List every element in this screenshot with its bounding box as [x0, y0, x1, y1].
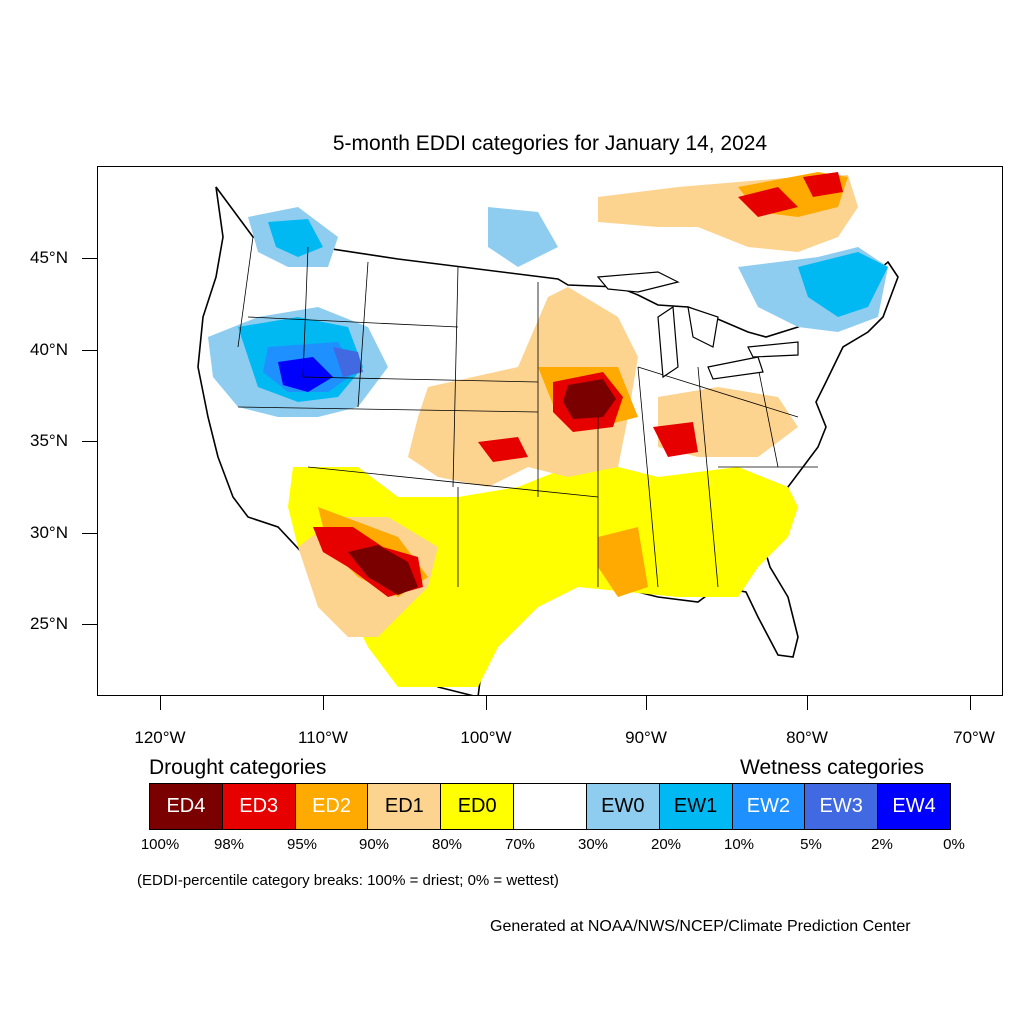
map-title: 5-month EDDI categories for January 14, …: [332, 132, 768, 155]
lon-label-110: 110°W: [298, 728, 348, 747]
drought-patches: [288, 172, 858, 687]
pct-break-80: 80%: [431, 836, 463, 853]
map-panel: [97, 166, 1003, 696]
pct-break-0: 0%: [943, 836, 965, 853]
lon-tick-80: [807, 696, 808, 710]
pct-break-98: 98%: [213, 836, 245, 853]
lat-tick-45: [82, 258, 97, 259]
pct-break-5: 5%: [800, 836, 822, 853]
legend-cell-ed0: ED0: [441, 784, 515, 829]
lon-label-120: 120°W: [134, 728, 186, 747]
pct-break-20: 20%: [650, 836, 682, 853]
category-footnote: (EDDI-percentile category breaks: 100% =…: [137, 872, 559, 889]
lon-label-100: 100°W: [460, 728, 512, 747]
lon-label-80: 80°W: [786, 728, 828, 747]
legend-cell-ew3: EW3: [805, 784, 879, 829]
pct-break-30: 30%: [577, 836, 609, 853]
pct-break-100: 100%: [140, 836, 180, 853]
lat-tick-35: [82, 441, 97, 442]
lat-label-25: 25°N: [30, 614, 68, 633]
great-lakes: [596, 271, 799, 380]
legend-cell-ew4: EW4: [878, 784, 950, 829]
lat-label-45: 45°N: [30, 248, 68, 267]
lat-label-35: 35°N: [30, 431, 68, 450]
legend-cell-ew1: EW1: [659, 784, 733, 829]
pct-break-10: 10%: [723, 836, 755, 853]
pct-break-90: 90%: [358, 836, 390, 853]
lon-tick-90: [646, 696, 647, 710]
legend-cell-ed3: ED3: [222, 784, 296, 829]
lon-label-90: 90°W: [625, 728, 667, 747]
lon-tick-120: [160, 696, 161, 710]
lon-label-70: 70°W: [953, 728, 995, 747]
pct-break-2: 2%: [871, 836, 893, 853]
legend-color-bar: ED4 ED3 ED2 ED1 ED0 EW0 EW1 EW2 EW3 EW4: [149, 783, 951, 830]
pct-break-70: 70%: [504, 836, 536, 853]
legend-cell-ew2: EW2: [732, 784, 806, 829]
eddi-map: [197, 172, 899, 695]
legend-cell-ed2: ED2: [295, 784, 369, 829]
state-borders: [237, 236, 818, 588]
lat-tick-25: [82, 624, 97, 625]
wetness-patches: [208, 207, 888, 417]
legend-cell-ed1: ED1: [368, 784, 442, 829]
legend-cell-normal: [514, 784, 587, 829]
pct-break-95: 95%: [286, 836, 318, 853]
lon-tick-110: [323, 696, 324, 710]
legend-cell-ew0: EW0: [586, 784, 660, 829]
drought-heading: Drought categories: [149, 756, 327, 779]
lon-tick-70: [970, 696, 971, 710]
lat-tick-40: [82, 350, 97, 351]
lat-label-40: 40°N: [30, 340, 68, 359]
lon-tick-100: [486, 696, 487, 710]
legend-cell-ed4: ED4: [150, 784, 223, 829]
credit-line: Generated at NOAA/NWS/NCEP/Climate Predi…: [490, 918, 911, 935]
lat-tick-30: [82, 533, 97, 534]
lat-label-30: 30°N: [30, 523, 68, 542]
wetness-heading: Wetness categories: [740, 756, 925, 779]
